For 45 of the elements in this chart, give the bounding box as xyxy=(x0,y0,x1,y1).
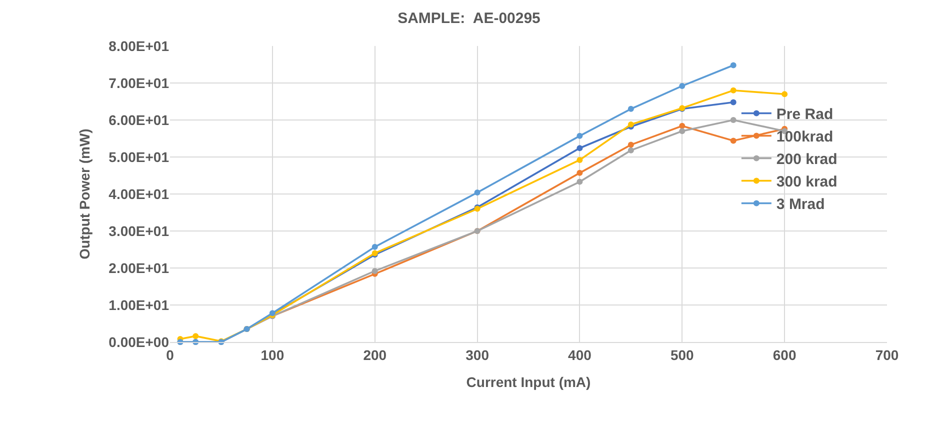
point xyxy=(372,268,378,274)
point xyxy=(576,132,583,139)
point xyxy=(628,106,634,112)
y-tick-label: 3.00E+01 xyxy=(108,222,170,239)
y-tick-label: 6.00E+01 xyxy=(108,112,170,128)
point xyxy=(730,87,736,94)
x-tick-label: 700 xyxy=(875,346,899,363)
legend-label: 200 krad xyxy=(776,151,838,168)
legend-label: 3 Mrad xyxy=(776,196,825,214)
point xyxy=(679,128,686,134)
point xyxy=(628,147,634,154)
y-tick-label: 8.00E+01 xyxy=(108,38,170,54)
y-tick-label: 7.00E+01 xyxy=(108,74,170,91)
point xyxy=(730,117,736,123)
x-axis-title: Current Input (mA) xyxy=(466,374,591,390)
x-tick-label: 200 xyxy=(363,346,387,363)
point xyxy=(730,138,736,144)
x-tick-label: 400 xyxy=(568,346,592,363)
legend-label: Pre Rad xyxy=(776,106,834,124)
chart-title: SAMPLE: AE-00295 xyxy=(398,10,540,28)
point xyxy=(628,121,634,128)
point xyxy=(679,122,686,129)
point xyxy=(192,333,199,340)
y-axis-title: Output Power (mW) xyxy=(76,128,92,260)
x-tick-label: 600 xyxy=(772,346,796,363)
point xyxy=(576,178,583,185)
x-tick-label: 300 xyxy=(466,346,490,363)
point xyxy=(576,145,583,152)
legend-label: 300 krad xyxy=(776,174,838,191)
y-tick-label: 2.00E+01 xyxy=(108,260,170,276)
point xyxy=(576,156,583,163)
y-tick-label: 5.00E+01 xyxy=(108,148,170,165)
x-tick-label: 100 xyxy=(260,346,284,363)
point xyxy=(628,142,634,148)
legend-label: 100krad xyxy=(776,128,834,146)
point xyxy=(372,244,378,250)
point xyxy=(474,190,480,196)
point xyxy=(730,62,736,68)
point xyxy=(576,170,583,176)
x-tick-label: 500 xyxy=(670,346,694,363)
point xyxy=(679,82,686,89)
point xyxy=(782,91,788,98)
y-tick-label: 1.00E+01 xyxy=(108,296,170,313)
y-tick-label: 4.00E+01 xyxy=(108,186,170,202)
point xyxy=(730,99,736,106)
